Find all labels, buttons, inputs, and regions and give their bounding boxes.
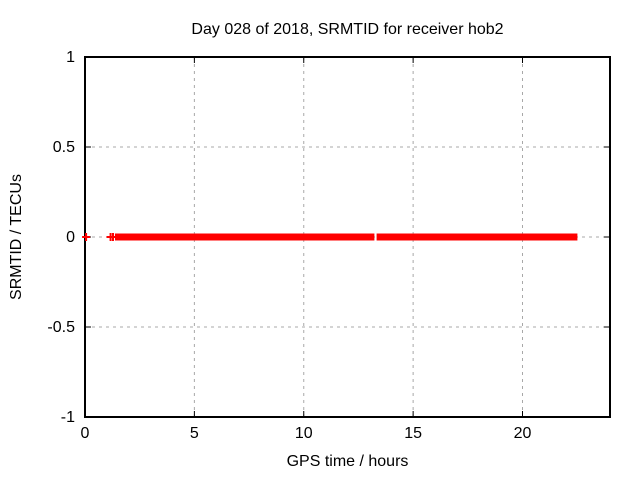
x-tick-label: 10	[295, 425, 313, 442]
y-tick-label: 0	[66, 229, 75, 246]
x-tick-label: 15	[404, 425, 422, 442]
x-tick-label: 0	[81, 425, 90, 442]
x-tick-label: 5	[190, 425, 199, 442]
data-point-marker	[82, 233, 91, 241]
x-axis-label: GPS time / hours	[286, 453, 409, 470]
chart-title: Day 028 of 2018, SRMTID for receiver hob…	[191, 21, 504, 38]
x-tick-label: 20	[514, 425, 532, 442]
y-tick-label: -0.5	[47, 319, 75, 336]
y-tick-label: -1	[61, 409, 75, 426]
y-tick-label: 0.5	[53, 139, 75, 156]
data-point-marker	[109, 233, 117, 241]
y-tick-label: 1	[66, 49, 75, 66]
